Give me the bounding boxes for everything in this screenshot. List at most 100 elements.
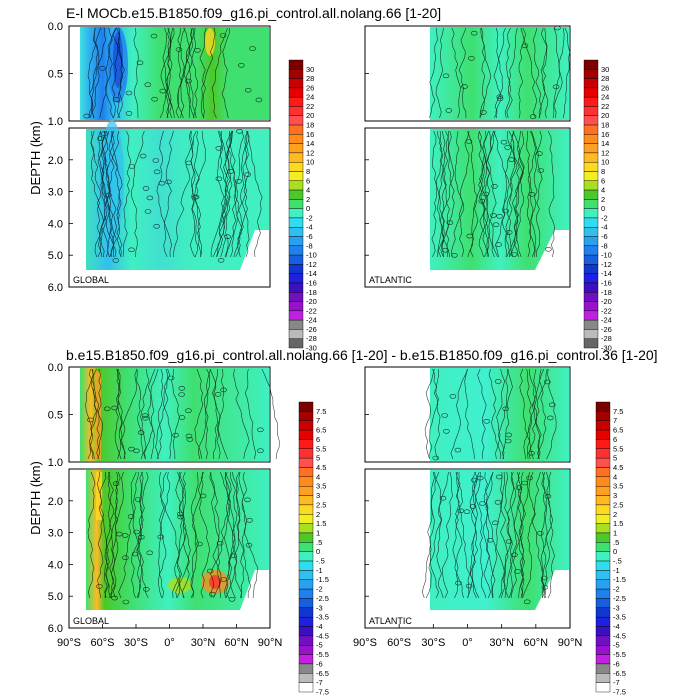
colorbar-swatch [288,59,304,70]
colorbar-swatch [298,448,314,459]
y-tick-label: 1.0 [48,457,63,469]
x-tick-label: 60°N [224,637,249,649]
colorbar-label: -.5 [316,557,325,566]
colorbar-label: .5 [613,538,619,547]
colorbar-label: -10 [601,251,612,260]
colorbar-swatch [298,560,314,571]
colorbar-label: -16 [306,278,317,287]
colorbar-label: -7 [316,678,323,687]
colorbar-swatch [595,523,611,534]
colorbar-label: 1 [613,528,617,537]
colorbar-label: 7 [316,416,320,425]
colorbar-swatch [583,59,599,70]
colorbar-label: -6.5 [316,669,329,678]
x-tick-label: 30°S [124,637,148,649]
colorbar-swatch [583,69,599,79]
colorbar-label: -14 [601,269,612,278]
colorbar-swatch [288,124,304,135]
colorbar-swatch [298,551,314,562]
colorbar-swatch [288,189,304,200]
colorbar-label: -22 [601,306,612,315]
colorbar-label: -24 [306,316,317,325]
colorbar-swatch [583,227,599,237]
colorbar-label: 16 [306,130,314,139]
colorbar-swatch [288,171,304,181]
bottom-atlantic-panel: ATLANTIC [364,366,571,629]
colorbar-label: 22 [306,102,314,111]
colorbar-swatch [288,245,304,256]
colorbar-label: 10 [306,158,314,167]
top-global-label: GLOBAL [73,275,109,285]
colorbar-swatch [288,87,304,98]
colorbar-label: -2.5 [613,594,626,603]
colorbar-swatch [595,448,611,459]
y-tick-label: 0.5 [48,69,63,81]
colorbar-swatch [288,208,304,219]
colorbar-label: -5 [316,641,323,650]
colorbar-swatch [288,96,304,107]
colorbar-label: 6 [601,176,605,185]
colorbar-label: -4 [601,223,608,232]
colorbar-swatch [583,329,599,339]
colorbar-label: -4.5 [316,631,329,640]
colorbar-label: -2.5 [316,594,329,603]
colorbar-swatch [288,301,304,312]
colorbar-label: -4 [316,622,323,631]
colorbar-label: -3.5 [613,613,626,622]
colorbar-swatch [595,579,611,590]
colorbar-label: -28 [306,334,317,343]
colorbar-label: -4.5 [613,631,626,640]
x-tick-label: 60°S [387,637,411,649]
bottom-y-axis-label: DEPTH (km) [28,461,43,535]
colorbar-label: -2 [316,585,323,594]
colorbar-swatch [583,96,599,107]
colorbar-label: 6 [613,435,617,444]
colorbar-label: -6.5 [613,669,626,678]
colorbar-swatch [288,106,304,116]
colorbar-label: 2 [601,195,605,204]
colorbar-swatch [288,319,304,330]
colorbar-swatch [298,673,314,683]
colorbar-swatch [595,532,611,543]
colorbar-swatch [298,532,314,543]
colorbar-label: 20 [306,111,314,120]
colorbar-swatch [583,264,599,274]
colorbar-swatch [595,607,611,618]
colorbar-label: -1 [613,566,620,575]
colorbar-swatch [595,673,611,683]
colorbar-label: -5.5 [316,650,329,659]
colorbar-swatch [595,542,611,552]
colorbar-swatch [583,199,599,209]
colorbar-swatch [595,682,611,693]
colorbar-swatch [298,616,314,627]
colorbar-swatch [595,663,611,674]
colorbar-swatch [595,551,611,562]
colorbar-label: 24 [601,93,609,102]
colorbar-label: -18 [306,288,317,297]
colorbar-swatch [298,570,314,580]
colorbar-swatch [583,171,599,181]
colorbar-swatch [298,598,314,609]
colorbar-label: -30 [601,344,612,353]
colorbar-swatch [595,411,611,421]
colorbar-swatch [298,411,314,421]
colorbar-swatch [298,457,314,468]
colorbar-swatch [595,495,611,506]
colorbar-swatch [288,236,304,247]
colorbar-label: 2 [613,510,617,519]
colorbar-swatch [298,514,314,524]
colorbar-swatch [288,282,304,293]
colorbar-label: -18 [601,288,612,297]
colorbar-swatch [298,626,314,637]
colorbar-label: -16 [601,278,612,287]
colorbar-swatch [298,476,314,487]
colorbar-swatch [288,217,304,228]
colorbar-swatch [595,570,611,580]
colorbar-label: 4 [601,186,605,195]
colorbar-swatch [288,199,304,209]
colorbar-swatch [595,635,611,646]
colorbar-label: -4 [306,223,313,232]
colorbar-label: -8 [601,241,608,250]
colorbar-label: 2 [306,195,310,204]
x-tick-label: 90°S [353,637,377,649]
